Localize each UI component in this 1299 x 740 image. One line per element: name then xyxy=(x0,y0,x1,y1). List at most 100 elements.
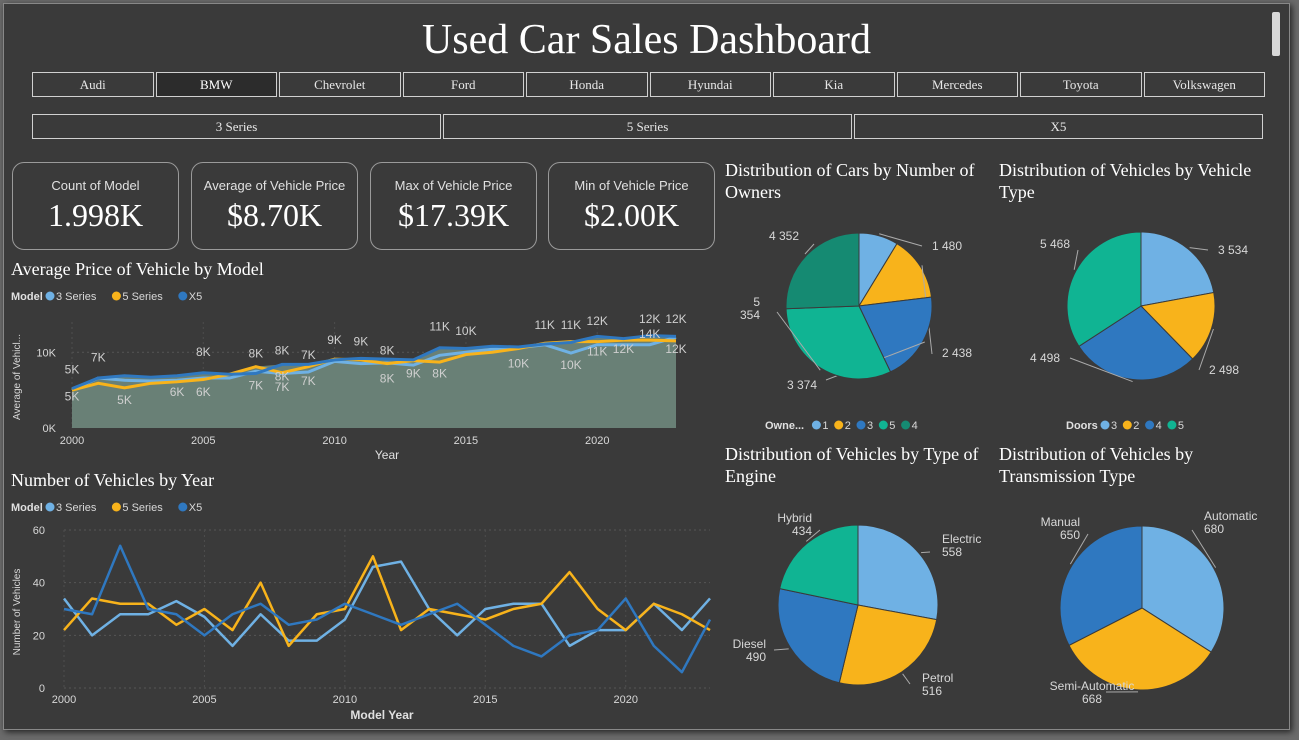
card-min-price: Min of Vehicle Price $2.00K xyxy=(548,162,715,250)
vehicle-type-pie-title: Distribution of Vehicles by Vehicle Type xyxy=(999,160,1252,202)
pie5-data-label: Manual xyxy=(1041,515,1080,529)
area-data-label: 8K xyxy=(380,344,395,358)
area-x-tick: 2010 xyxy=(322,435,346,447)
pie3-data-label: 4 498 xyxy=(1030,351,1060,365)
area-legend-item: X5 xyxy=(189,291,202,303)
pie2-legend-item: 5 xyxy=(889,420,895,432)
line-series-5-series xyxy=(63,555,711,648)
area-data-label: 12K xyxy=(587,314,608,328)
line-y-label: Number of Vehicles xyxy=(12,569,23,656)
pie2-slice-4 xyxy=(785,232,860,310)
line-legend-marker xyxy=(178,502,188,512)
card-label: Max of Vehicle Price xyxy=(394,178,513,193)
area-data-label: 10K xyxy=(560,358,581,372)
area-data-label: 7K xyxy=(275,380,290,394)
area-data-label: 7K xyxy=(301,374,316,388)
line-legend-title: Model xyxy=(11,502,43,514)
area-data-label: 7K xyxy=(301,348,316,362)
area-line-3-series xyxy=(71,335,677,392)
line-chart-title: Number of Vehicles by Year xyxy=(11,470,215,490)
pie2-data-label: 4 352 xyxy=(769,229,799,243)
card-count-of-model: Count of Model 1.998K xyxy=(12,162,179,250)
pie2-slice-3 xyxy=(858,296,933,373)
pie5-data-label: 668 xyxy=(1082,692,1102,706)
area-data-label: 8K xyxy=(275,369,290,383)
brand-button-toyota[interactable]: Toyota xyxy=(1020,72,1142,97)
area-data-label: 12K xyxy=(665,342,686,356)
area-data-label: 6K xyxy=(196,385,211,399)
pie4-slice-hybrid xyxy=(779,524,859,606)
pie3-legend-marker xyxy=(1167,420,1177,430)
brand-button-audi[interactable]: Audi xyxy=(32,72,154,97)
line-legend-item: 3 Series xyxy=(56,502,97,514)
pie2-leader-line xyxy=(879,233,923,247)
area-data-label: 7K xyxy=(91,350,106,364)
area-legend-title: Model xyxy=(11,291,43,303)
pie4-data-label: Electric xyxy=(942,532,981,546)
line-x-tick: 2015 xyxy=(473,694,497,706)
card-value: 1.998K xyxy=(47,197,144,233)
pie3-legend-item: 5 xyxy=(1178,420,1184,432)
area-legend-marker xyxy=(45,291,55,301)
pie3-data-label: 5 468 xyxy=(1040,237,1070,251)
area-line-x5 xyxy=(71,334,677,391)
area-legend-item: 5 Series xyxy=(122,291,163,303)
brand-button-volkswagen[interactable]: Volkswagen xyxy=(1143,72,1265,97)
pie3-legend-title: Doors xyxy=(1066,420,1098,432)
area-legend-marker xyxy=(178,291,188,301)
pie3-leader-line xyxy=(1069,357,1133,383)
area-data-label: 11K xyxy=(587,344,607,358)
brand-button-ford[interactable]: Ford xyxy=(402,72,524,97)
area-chart-title: Average Price of Vehicle by Model xyxy=(11,259,264,279)
pie4-leader-line xyxy=(773,648,789,651)
model-button-3-series[interactable]: 3 Series xyxy=(32,114,441,139)
pie4-leader-line xyxy=(921,551,931,554)
pie5-data-label: 650 xyxy=(1060,528,1080,542)
brand-button-honda[interactable]: Honda xyxy=(526,72,648,97)
pie2-legend-marker xyxy=(811,420,821,430)
pie2-legend-marker xyxy=(856,420,866,430)
pie3-leader-line xyxy=(1198,328,1214,371)
brand-button-kia[interactable]: Kia xyxy=(773,72,895,97)
area-data-label: 8K xyxy=(275,344,290,358)
line-y-tick: 0 xyxy=(39,683,45,695)
card-max-price: Max of Vehicle Price $17.39K xyxy=(370,162,537,250)
area-data-label: 14K xyxy=(639,327,660,341)
area-legend-item: 3 Series xyxy=(56,291,97,303)
pie2-legend-marker xyxy=(834,420,844,430)
area-y-label: Average of Vehicl... xyxy=(12,334,23,420)
scrollbar[interactable] xyxy=(1272,12,1280,56)
pie2-legend-item: 1 xyxy=(822,420,828,432)
model-button-x5[interactable]: X5 xyxy=(854,114,1263,139)
line-legend-marker xyxy=(45,502,55,512)
model-button-5-series[interactable]: 5 Series xyxy=(443,114,852,139)
pie2-legend-item: 2 xyxy=(845,420,851,432)
area-data-label: 8K xyxy=(248,347,263,361)
brand-button-chevrolet[interactable]: Chevrolet xyxy=(279,72,401,97)
pie2-leader-line xyxy=(776,311,821,371)
area-legend-marker xyxy=(111,291,121,301)
pie3-slice-3 xyxy=(1140,231,1215,307)
pie2-slice-5 xyxy=(785,305,892,380)
brand-button-mercedes[interactable]: Mercedes xyxy=(896,72,1018,97)
brand-button-hyundai[interactable]: Hyundai xyxy=(649,72,771,97)
pie3-leader-line xyxy=(1073,249,1079,270)
pie2-leader-line xyxy=(921,265,933,355)
area-data-label: 6K xyxy=(170,385,185,399)
pie2-leader-line xyxy=(804,243,815,255)
brand-button-bmw[interactable]: BMW xyxy=(155,72,277,97)
line-x-tick: 2005 xyxy=(192,694,216,706)
card-label: Average of Vehicle Price xyxy=(203,178,346,193)
pie4-slice-diesel xyxy=(777,588,859,684)
area-data-label: 8K xyxy=(196,345,211,359)
area-data-label: 9K xyxy=(327,333,342,347)
area-data-label: 7K xyxy=(248,378,263,392)
pie3-data-label: 3 534 xyxy=(1218,243,1248,257)
line-x-tick: 2000 xyxy=(52,694,76,706)
pie2-data-label: 3 374 xyxy=(787,378,817,392)
line-y-tick: 60 xyxy=(33,525,45,537)
pie2-data-label: 354 xyxy=(740,308,760,322)
pie4-data-label: Petrol xyxy=(922,671,953,685)
card-value: $8.70K xyxy=(226,197,323,233)
